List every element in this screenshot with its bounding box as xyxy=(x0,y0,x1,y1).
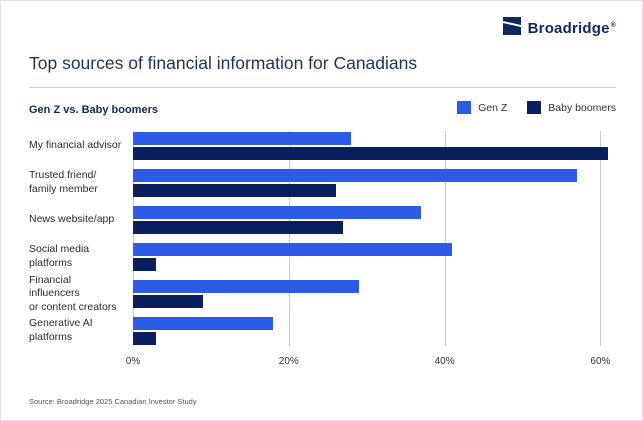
x-tick-label: 20% xyxy=(278,356,299,367)
bar-pair xyxy=(133,206,616,234)
bar-baby-boomers xyxy=(133,332,157,345)
category-label: Financial influencers or content creator… xyxy=(29,273,117,313)
x-tick-label: 0% xyxy=(125,356,141,367)
legend: Gen Z Baby boomers xyxy=(457,101,616,114)
gridline-0% xyxy=(133,131,134,346)
bar-baby-boomers xyxy=(133,184,336,197)
x-tick-label: 40% xyxy=(434,356,455,367)
chart-group: Financial influencers or content creator… xyxy=(29,274,616,313)
chart-rows: My financial advisor Trusted friend/ fami… xyxy=(29,131,616,346)
bar-gen-z xyxy=(133,280,359,293)
broadridge-logo-icon xyxy=(502,17,521,40)
chart-subtitle: Gen Z vs. Baby boomers xyxy=(29,104,158,116)
x-axis: 0% 20% 40% 60% xyxy=(126,353,616,373)
bar-gen-z xyxy=(133,132,352,145)
legend-label-baby-boomers: Baby boomers xyxy=(548,101,616,114)
category-label: Trusted friend/ family member xyxy=(29,169,98,195)
category-label: My financial advisor xyxy=(29,139,122,152)
gridline-20% xyxy=(288,131,290,346)
legend-swatch-baby-boomers xyxy=(527,101,542,114)
plot-area: My financial advisor Trusted friend/ fami… xyxy=(29,131,616,346)
bar-gen-z xyxy=(133,243,453,256)
registered-mark: ® xyxy=(610,22,616,29)
bar-pair xyxy=(133,280,616,308)
category-label: Social media platforms xyxy=(29,243,90,269)
bar-gen-z xyxy=(133,317,274,330)
legend-label-gen-z: Gen Z xyxy=(478,101,508,114)
bar-pair xyxy=(133,317,616,345)
bar-baby-boomers xyxy=(133,295,204,308)
bar-gen-z xyxy=(133,206,422,219)
legend-swatch-gen-z xyxy=(457,101,472,114)
bar-pair xyxy=(133,132,616,160)
bar-baby-boomers xyxy=(133,258,157,271)
broadridge-logo-text: Broadridge® xyxy=(527,20,616,37)
bar-pair xyxy=(133,169,616,197)
chart-group: Trusted friend/ family member xyxy=(29,168,616,198)
bar-baby-boomers xyxy=(133,147,609,160)
legend-item-baby-boomers: Baby boomers xyxy=(527,101,616,114)
broadridge-logo: Broadridge® xyxy=(502,17,616,40)
bar-gen-z xyxy=(133,169,578,182)
legend-item-gen-z: Gen Z xyxy=(457,101,507,114)
title-divider xyxy=(29,87,616,88)
source-note: Source: Broadridge 2025 Canadian Investo… xyxy=(29,397,197,406)
page-title: Top sources of financial information for… xyxy=(29,53,418,73)
chart-group: My financial advisor xyxy=(29,131,616,161)
x-tick-label: 60% xyxy=(590,356,611,367)
bar-chart: My financial advisor Trusted friend/ fami… xyxy=(29,131,616,373)
gridlines xyxy=(133,131,616,346)
bar-pair xyxy=(133,243,616,271)
chart-group: News website/app xyxy=(29,205,616,235)
category-label: Generative AI platforms xyxy=(29,317,93,343)
bar-baby-boomers xyxy=(133,221,344,234)
chart-group: Social media platforms xyxy=(29,242,616,272)
chart-group: Generative AI platforms xyxy=(29,316,616,346)
gridline-60% xyxy=(600,131,602,346)
category-label: News website/app xyxy=(29,213,115,226)
gridline-40% xyxy=(444,131,446,346)
